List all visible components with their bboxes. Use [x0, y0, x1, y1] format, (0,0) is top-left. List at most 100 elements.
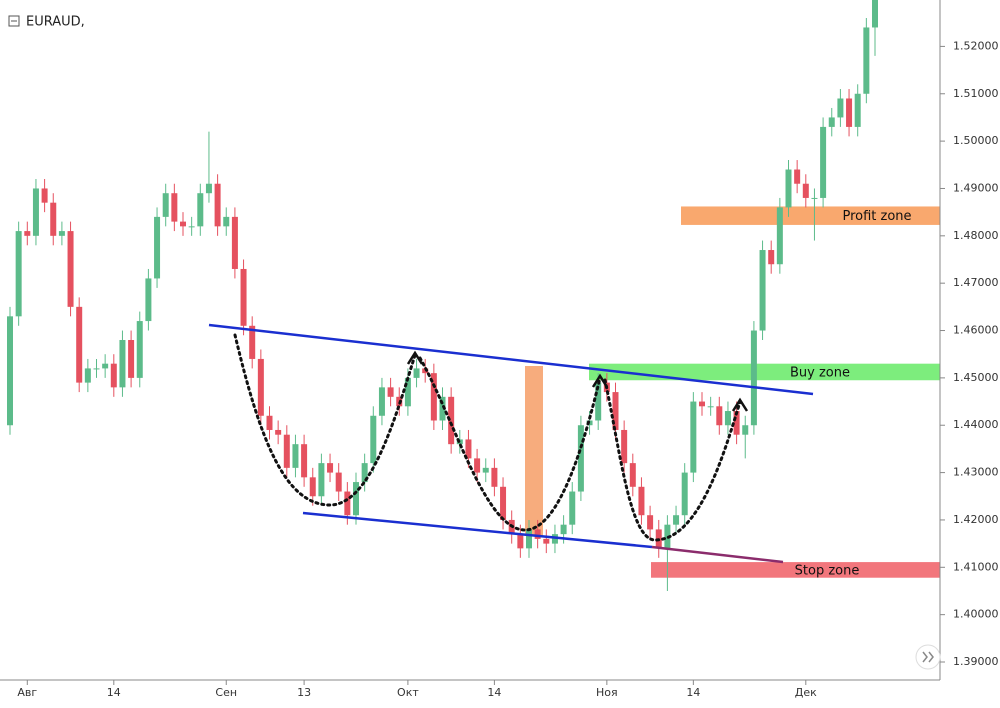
candle-body: [595, 382, 602, 421]
x-tick-label: 14: [686, 686, 700, 699]
candle-body: [370, 415, 377, 464]
candle-body: [629, 463, 636, 487]
candle-body: [854, 93, 861, 127]
y-tick-label: 1.42000: [953, 513, 999, 526]
candle-body: [214, 183, 221, 227]
candle-body: [266, 415, 273, 430]
candle-body: [439, 396, 446, 421]
candle-body: [413, 368, 420, 378]
candle-body: [335, 472, 342, 492]
candle-body: [621, 429, 628, 464]
candle-body: [231, 216, 238, 269]
candle-body: [837, 98, 844, 118]
candle-body: [560, 524, 567, 535]
candle-body: [353, 482, 359, 516]
arrow-head: [731, 397, 749, 412]
y-tick-label: 1.52000: [953, 39, 999, 52]
y-tick-label: 1.40000: [953, 608, 999, 621]
candle-body: [577, 425, 584, 492]
zone: [589, 363, 940, 381]
candle-body: [776, 207, 783, 265]
candle-body: [50, 202, 57, 236]
candle-body: [283, 434, 290, 468]
candle-body: [500, 486, 507, 520]
scroll-button[interactable]: [915, 644, 941, 670]
dotted-curve: [603, 378, 742, 542]
candle-body: [180, 221, 186, 227]
y-tick-label: 1.51000: [953, 87, 999, 100]
scroll-icon: [922, 651, 934, 663]
candle-body: [828, 117, 835, 127]
collapse-icon[interactable]: [8, 15, 20, 27]
candle-body: [430, 373, 437, 421]
candle-body: [145, 278, 152, 322]
candle-body: [785, 169, 792, 208]
candle-body: [638, 486, 645, 516]
y-tick-label: 1.43000: [953, 466, 999, 479]
zone-label: Stop zone: [795, 563, 860, 578]
candle-body: [647, 515, 654, 530]
candle-body: [128, 340, 135, 378]
candle-body: [846, 98, 853, 127]
candle-body: [249, 325, 256, 359]
candle-body: [699, 401, 705, 407]
candle-body: [551, 534, 558, 544]
candle-body: [110, 363, 117, 388]
candle-body: [681, 472, 688, 516]
y-tick-label: 1.41000: [953, 560, 999, 573]
candle-body: [474, 458, 481, 473]
candle-body: [750, 330, 757, 426]
candle-body: [344, 491, 351, 516]
candle-body: [84, 368, 91, 383]
x-tick-label: 14: [487, 686, 501, 699]
candle-body: [154, 216, 161, 279]
candle-body: [327, 463, 334, 473]
candle-body: [67, 231, 74, 307]
candle-body: [292, 444, 299, 468]
candle-body: [240, 268, 247, 326]
candle-body: [491, 467, 498, 487]
candle-body: [361, 463, 368, 483]
candle-body: [724, 411, 731, 426]
candle-body: [716, 406, 723, 426]
candle-body: [171, 193, 178, 222]
candle-body: [820, 126, 827, 198]
arrow-head: [591, 373, 609, 388]
candle-body: [690, 401, 697, 473]
x-tick-label: Ноя: [596, 686, 618, 699]
x-tick-label: 14: [107, 686, 121, 699]
candle-body: [24, 231, 31, 236]
candle-body: [309, 477, 316, 497]
candle-body: [32, 188, 39, 236]
candle-body: [673, 515, 680, 525]
x-tick-label: Сен: [215, 686, 237, 699]
y-tick-label: 1.47000: [953, 276, 999, 289]
zone-label: Profit zone: [842, 209, 911, 224]
arrow-head: [406, 350, 424, 365]
candle-body: [543, 538, 550, 544]
candle-body: [257, 358, 264, 416]
candle-body: [102, 363, 109, 369]
annotations: [208, 323, 814, 564]
candle-body: [275, 429, 282, 435]
candle-body: [387, 387, 394, 397]
candle-body: [811, 197, 818, 199]
candle-body: [119, 340, 126, 388]
zone: [681, 206, 940, 225]
y-tick-label: 1.48000: [953, 229, 999, 242]
candle-body: [569, 491, 576, 525]
candle-body: [136, 321, 143, 378]
highlight-bar: [525, 366, 543, 536]
x-tick-label: Дек: [795, 686, 817, 699]
candle-body: [526, 529, 532, 549]
candle-body: [733, 411, 740, 435]
candle-body: [15, 231, 22, 317]
candle-body: [378, 387, 385, 416]
candle-body: [802, 183, 809, 198]
candle-body: [448, 396, 455, 445]
candle-body: [188, 226, 195, 228]
y-tick-label: 1.44000: [953, 418, 999, 431]
y-tick-label: 1.39000: [953, 655, 999, 668]
x-tick-label: Окт: [397, 686, 419, 699]
x-tick-label: Авг: [17, 686, 37, 699]
